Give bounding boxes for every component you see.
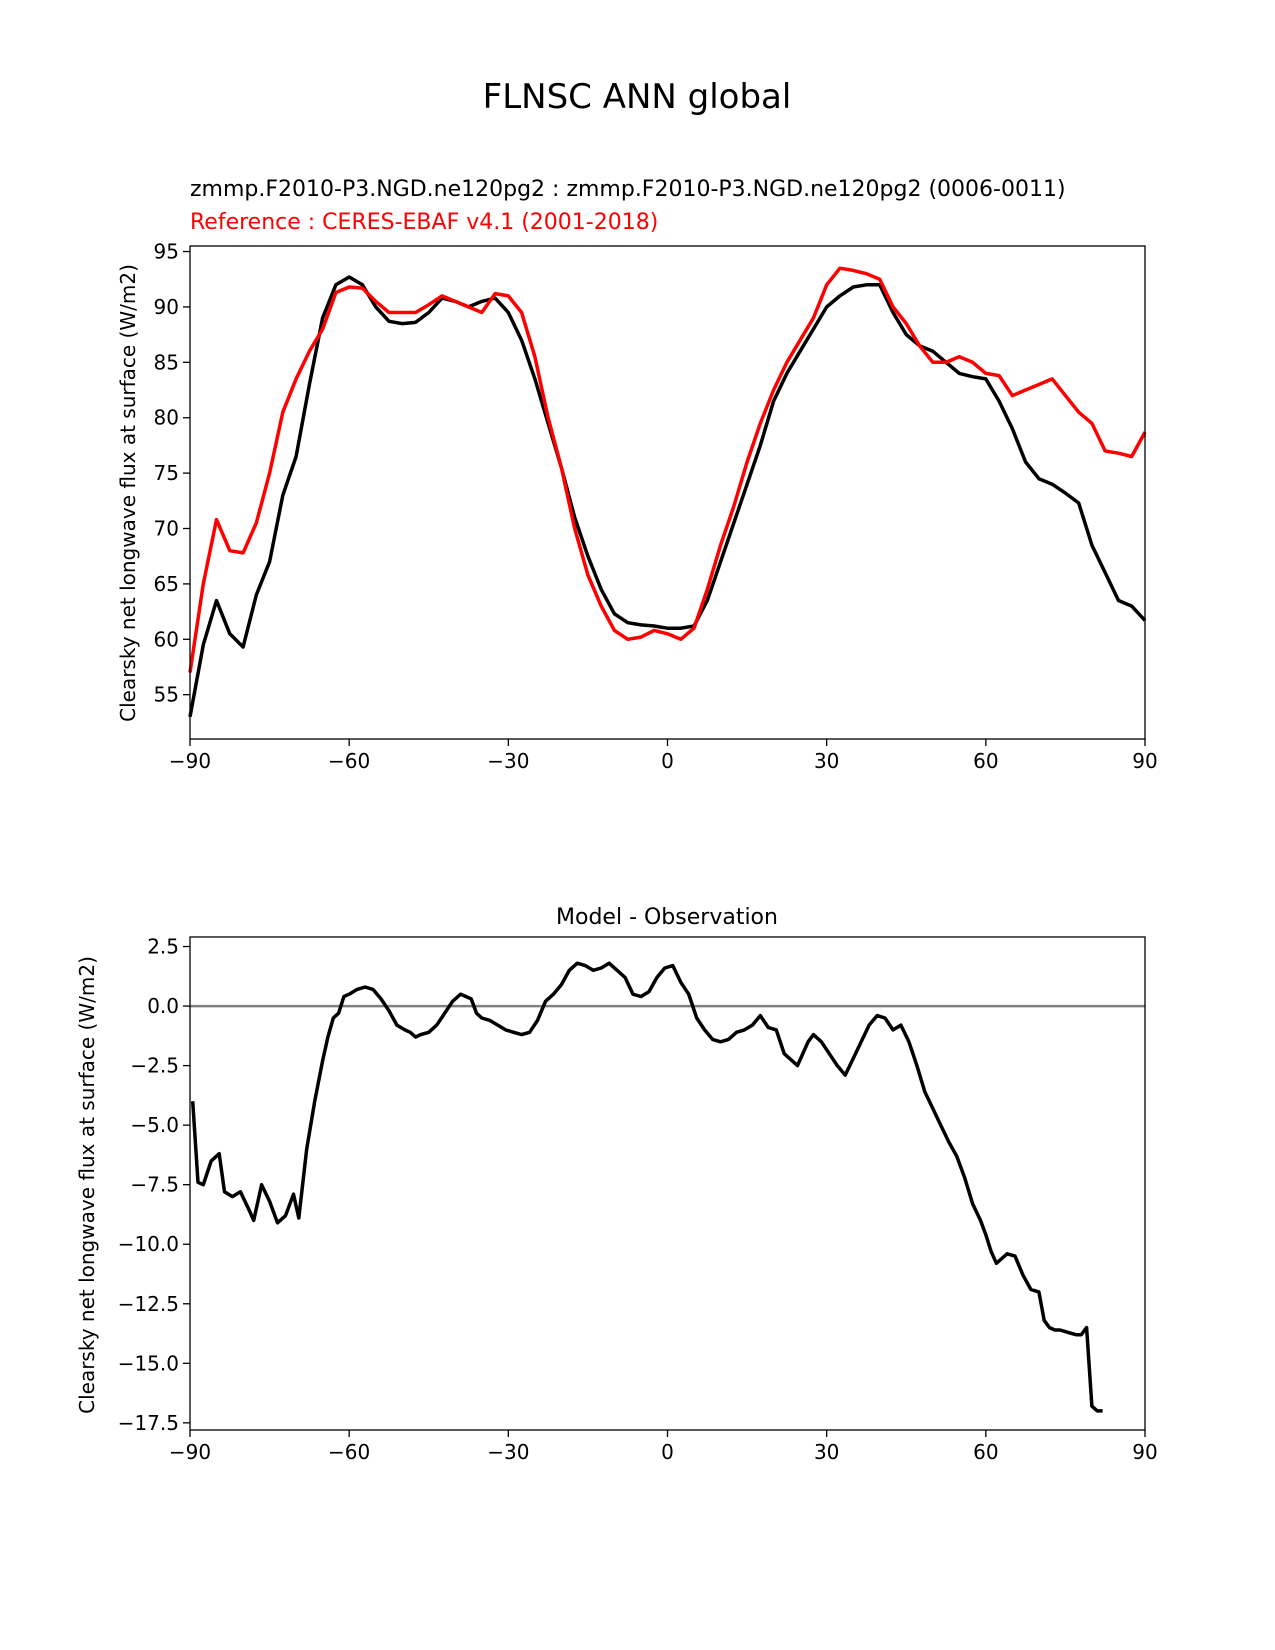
bottom-title: Model - Observation bbox=[556, 905, 778, 930]
y-tick-label: −10.0 bbox=[118, 1232, 179, 1256]
y-tick-label: −7.5 bbox=[130, 1173, 179, 1197]
top-panel: zmmp.F2010-P3.NGD.ne120pg2 : zmmp.F2010-… bbox=[116, 177, 1158, 773]
series-line-0 bbox=[188, 275, 1147, 718]
series-line-1 bbox=[188, 266, 1147, 673]
y-tick-label: 65 bbox=[154, 572, 179, 596]
figure-title: FLNSC ANN global bbox=[483, 77, 792, 117]
top-axes-frame bbox=[189, 245, 1146, 740]
x-tick-label: −60 bbox=[328, 749, 370, 773]
y-tick-label: 90 bbox=[154, 295, 179, 319]
y-tick-label: −17.5 bbox=[118, 1411, 179, 1435]
y-tick-label: −12.5 bbox=[118, 1292, 179, 1316]
y-tick-label: −2.5 bbox=[130, 1054, 179, 1078]
x-tick-label: 30 bbox=[814, 749, 839, 773]
x-tick-label: 0 bbox=[661, 749, 674, 773]
top-title-reference: Reference : CERES-EBAF v4.1 (2001-2018) bbox=[190, 210, 658, 235]
y-tick-label: 75 bbox=[154, 461, 179, 485]
x-tick-label: −60 bbox=[328, 1440, 370, 1464]
x-tick-label: 30 bbox=[814, 1440, 839, 1464]
bottom-axes-frame bbox=[189, 936, 1146, 1431]
top-y-axis-label: Clearsky net longwave flux at surface (W… bbox=[116, 264, 140, 722]
top-series-layer bbox=[188, 266, 1147, 718]
bottom-panel: Model - Observation Clearsky net longwav… bbox=[75, 905, 1158, 1464]
top-axis-ticks: −90 −60 −30 0 30 60 90 55 60 65 70 75 80 85 90 95 bbox=[154, 240, 1158, 773]
y-tick-label: −5.0 bbox=[130, 1113, 179, 1137]
x-tick-label: 60 bbox=[973, 1440, 998, 1464]
x-tick-label: −30 bbox=[487, 749, 529, 773]
top-title-test: zmmp.F2010-P3.NGD.ne120pg2 : zmmp.F2010-… bbox=[190, 177, 1066, 202]
y-tick-label: 2.5 bbox=[147, 935, 179, 959]
y-tick-label: 85 bbox=[154, 350, 179, 374]
x-tick-label: 90 bbox=[1132, 1440, 1157, 1464]
x-tick-label: 0 bbox=[661, 1440, 674, 1464]
x-tick-label: −90 bbox=[169, 1440, 211, 1464]
y-tick-label: 95 bbox=[154, 240, 179, 264]
x-tick-label: 90 bbox=[1132, 749, 1157, 773]
series-line-0 bbox=[190, 961, 1103, 1413]
x-tick-label: −90 bbox=[169, 749, 211, 773]
bottom-axis-ticks: −90 −60 −30 0 30 60 90 2.5 0.0 −2.5 −5.0 −7.5 −10.0 −… bbox=[118, 935, 1158, 1464]
bottom-series-layer bbox=[190, 961, 1103, 1413]
bottom-y-axis-label: Clearsky net longwave flux at surface (W… bbox=[75, 956, 99, 1414]
x-tick-label: −30 bbox=[487, 1440, 529, 1464]
x-tick-label: 60 bbox=[973, 749, 998, 773]
y-tick-label: 0.0 bbox=[147, 994, 179, 1018]
y-tick-label: −15.0 bbox=[118, 1351, 179, 1375]
y-tick-label: 80 bbox=[154, 406, 179, 430]
y-tick-label: 55 bbox=[154, 683, 179, 707]
y-tick-label: 60 bbox=[154, 627, 179, 651]
y-tick-label: 70 bbox=[154, 517, 179, 541]
